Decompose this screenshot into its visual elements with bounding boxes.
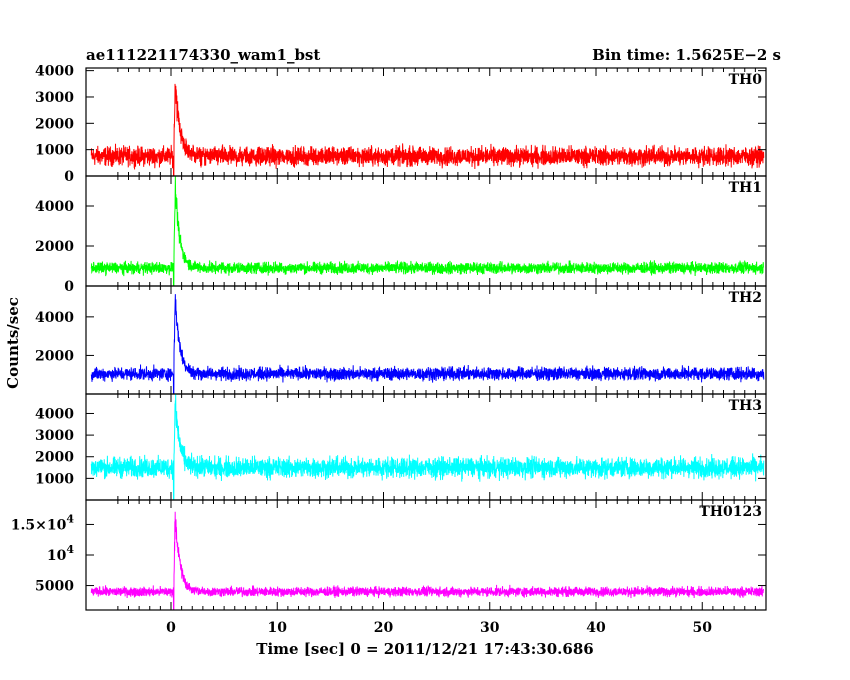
y-tick-label: 1000 [35, 471, 74, 487]
y-tick-label: 104 [47, 543, 74, 564]
y-tick-label: 5000 [35, 579, 74, 595]
panel-th0123: TH0123 5000 104 1.5×104 [11, 499, 767, 611]
x-tick-label: 10 [268, 620, 288, 636]
panel-th2: TH2 2000 4000 [35, 285, 767, 395]
y-tick-label: 2000 [35, 450, 74, 466]
chart-title-right: Bin time: 1.5625E−2 s [592, 46, 781, 64]
x-tick-label: 20 [374, 620, 394, 636]
y-tick-label: 1000 [35, 143, 74, 159]
series-line-th0123 [90, 511, 765, 610]
x-tick-label: 50 [693, 620, 713, 636]
series-line-th0 [90, 83, 765, 176]
x-tick-label: 0 [166, 620, 176, 636]
y-tick-label: 0 [64, 169, 74, 185]
panel-label-th3: TH3 [729, 398, 762, 414]
panel-label-th0: TH0 [729, 72, 763, 88]
y-tick-label: 4000 [35, 310, 74, 326]
panel-th0: TH0 0 1000 2000 3000 4000 [35, 64, 767, 185]
series-line-th3 [90, 394, 765, 500]
panel-frame [85, 393, 767, 501]
y-tick-label: 3000 [35, 90, 74, 106]
y-tick-label: 2000 [35, 348, 74, 364]
y-tick-label: 4000 [35, 199, 74, 215]
panel-th3: TH3 1000 2000 3000 4000 [35, 393, 767, 501]
panels-group: TH0 0 1000 2000 3000 4000 TH1 0 2000 4000 TH2 2000 4… [11, 64, 767, 636]
panel-label-th1: TH1 [729, 180, 762, 196]
x-tick-label: 40 [586, 620, 606, 636]
y-tick-label: 2000 [35, 239, 74, 255]
x-tick-label: 30 [480, 620, 500, 636]
y-tick-label: 3000 [35, 428, 74, 444]
x-axis-label: Time [sec] 0 = 2011/12/21 17:43:30.686 [256, 640, 593, 658]
y-tick-label: 4000 [35, 406, 74, 422]
panel-th1: TH1 0 2000 4000 [35, 175, 767, 295]
y-axis-label: Counts/sec [4, 297, 22, 389]
y-tick-label: 0 [64, 279, 74, 295]
y-tick-label: 2000 [35, 116, 74, 132]
series-line-th1 [90, 176, 765, 286]
panel-label-th2: TH2 [729, 290, 762, 306]
series-line-th2 [90, 294, 765, 394]
chart-title-left: ae111221174330_wam1_bst [86, 46, 320, 64]
panel-label-th0123: TH0123 [699, 504, 762, 520]
y-tick-label: 4000 [35, 64, 74, 80]
y-tick-label: 1.5×104 [11, 512, 75, 533]
